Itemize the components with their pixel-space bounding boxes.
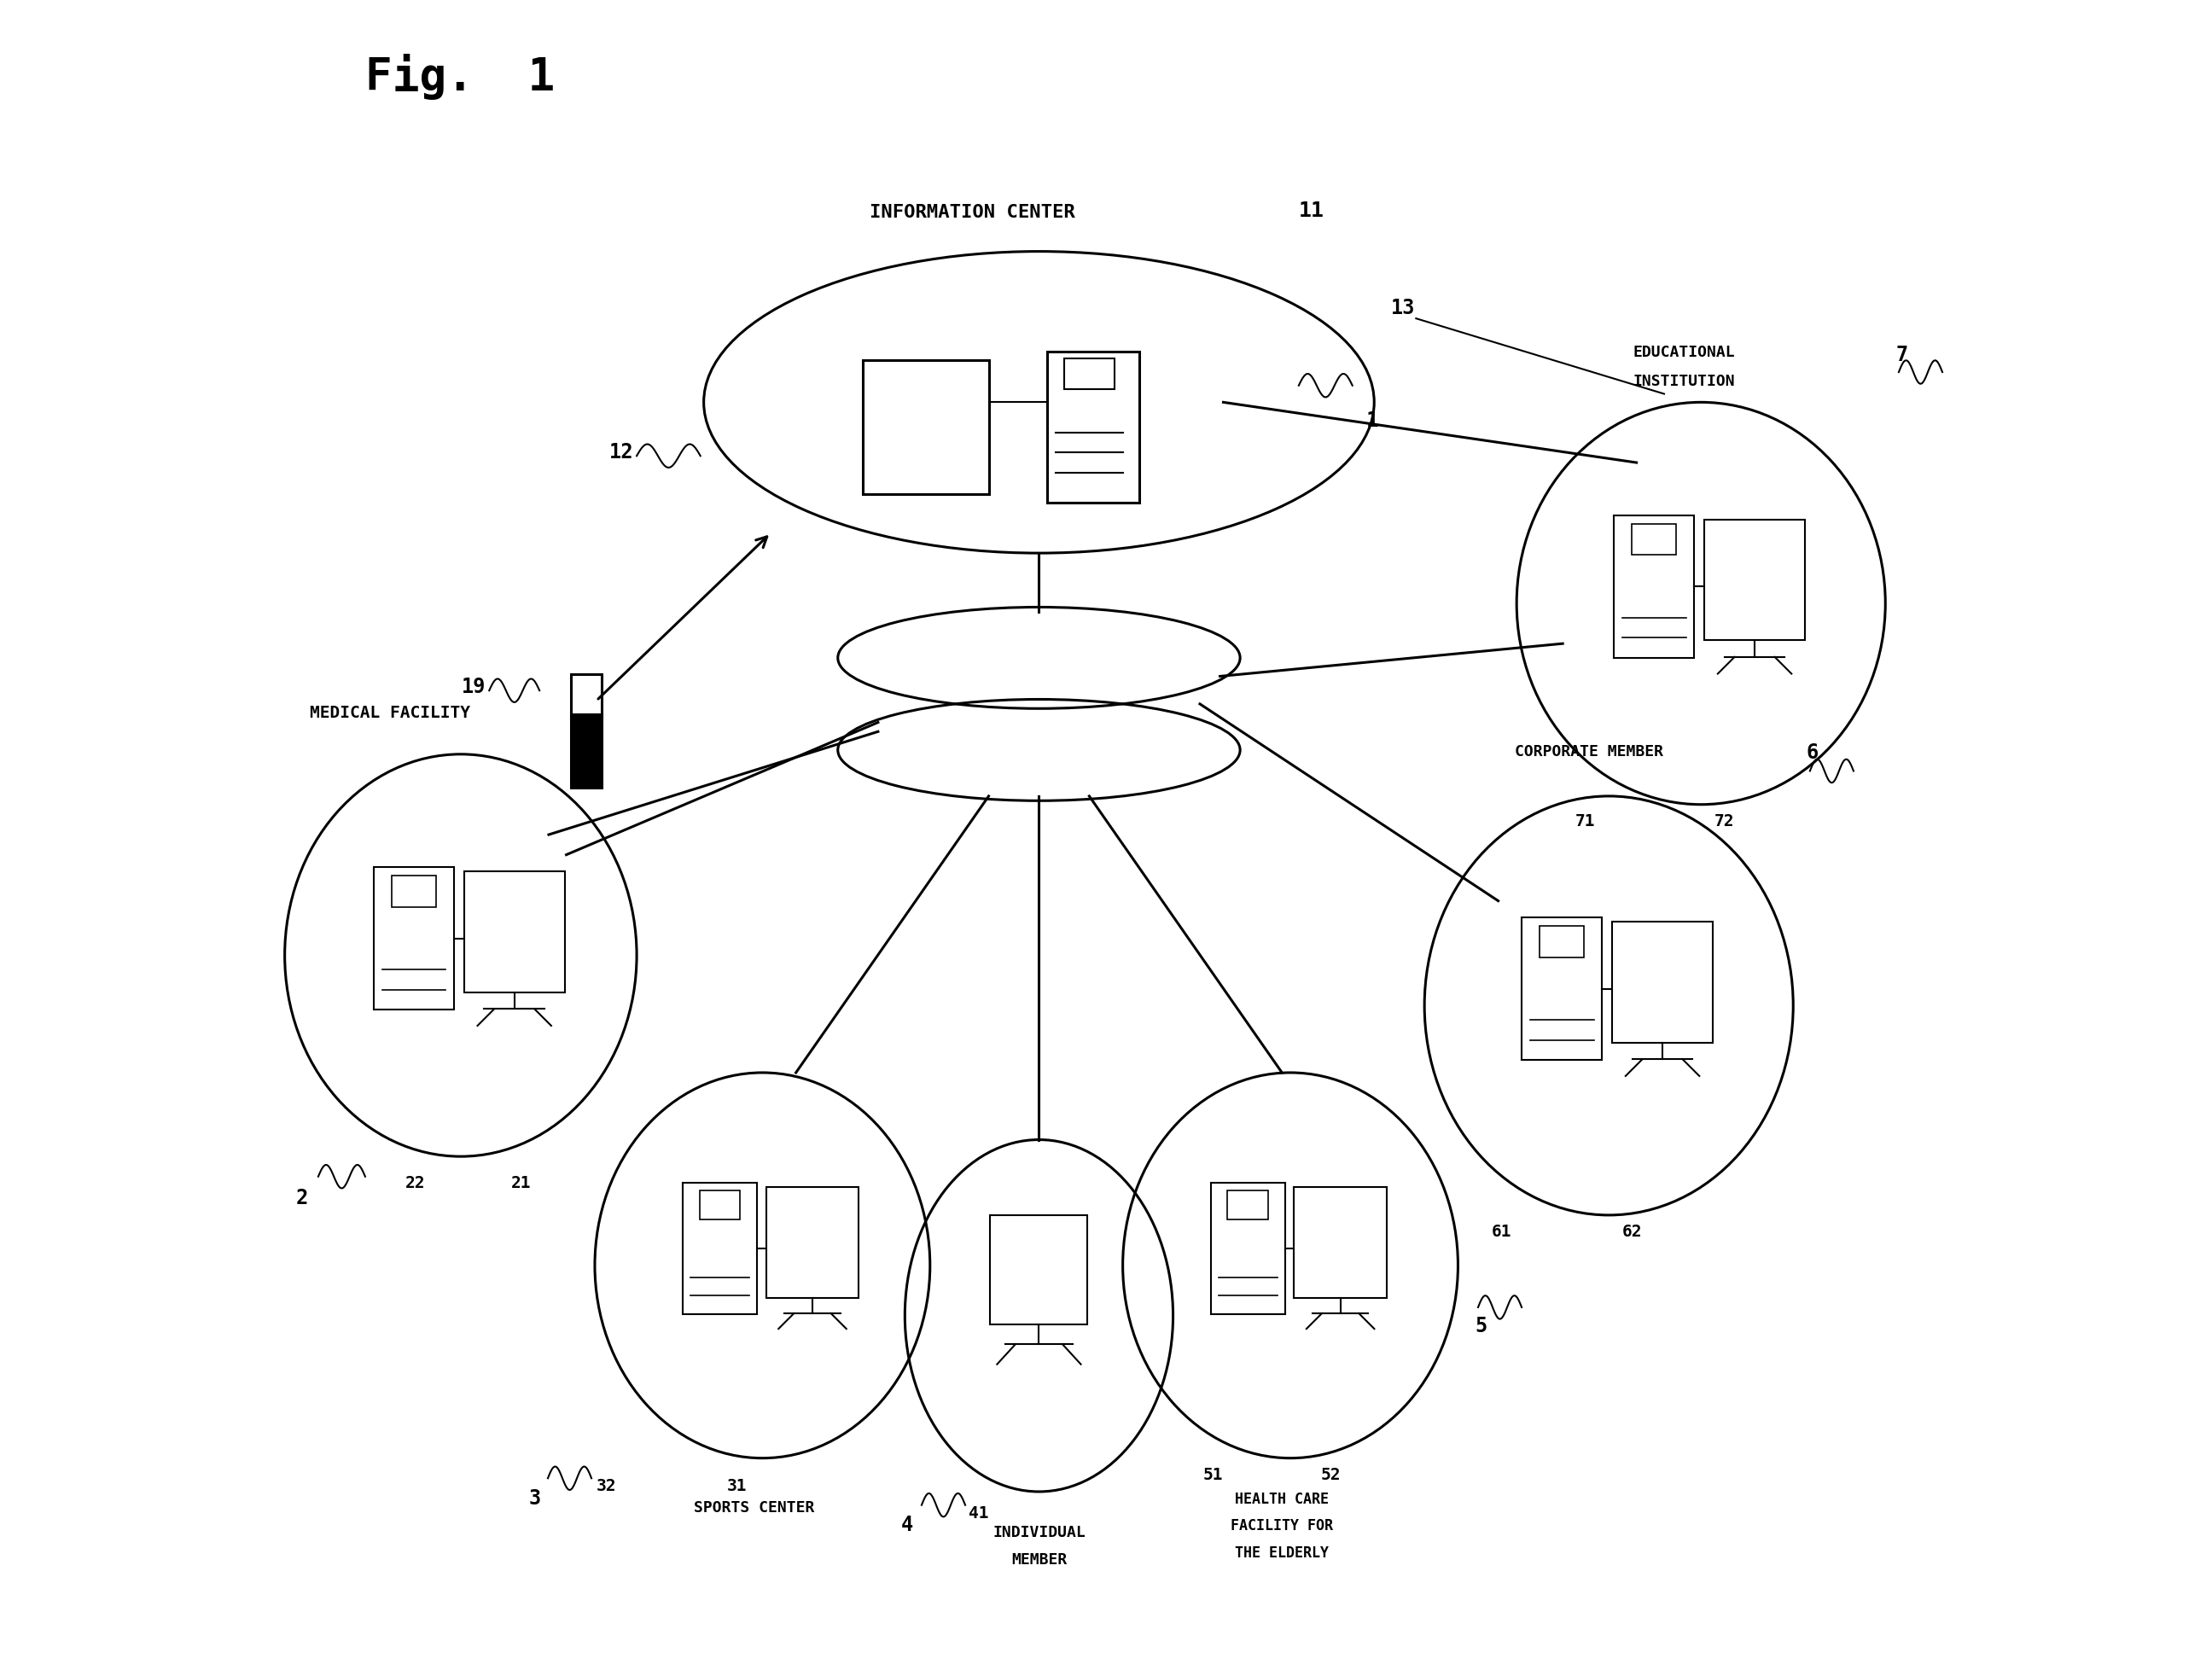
Bar: [684, 1183, 757, 1314]
Bar: [571, 674, 602, 717]
Bar: [1064, 359, 1115, 389]
Text: 6: 6: [1807, 742, 1818, 763]
Text: MEMBER: MEMBER: [1011, 1552, 1066, 1567]
Text: 21: 21: [511, 1175, 531, 1192]
Text: INSTITUTION: INSTITUTION: [1632, 374, 1734, 389]
Text: 12: 12: [608, 442, 633, 463]
Text: HEALTH CARE: HEALTH CARE: [1234, 1492, 1329, 1507]
Text: 3: 3: [529, 1488, 542, 1508]
Text: 32: 32: [597, 1478, 617, 1495]
Text: INDIVIDUAL: INDIVIDUAL: [993, 1525, 1086, 1540]
Bar: [1210, 1183, 1285, 1314]
Text: FACILITY FOR: FACILITY FOR: [1230, 1518, 1334, 1534]
Bar: [765, 1187, 858, 1297]
Text: 52: 52: [1321, 1466, 1340, 1483]
Text: 62: 62: [1621, 1223, 1641, 1240]
Bar: [1540, 925, 1584, 957]
Text: 5: 5: [1475, 1316, 1486, 1336]
Text: 11: 11: [1298, 201, 1325, 221]
Bar: [1522, 918, 1601, 1061]
Text: INFORMATION CENTER: INFORMATION CENTER: [869, 204, 1075, 221]
Text: MEDICAL FACILITY: MEDICAL FACILITY: [310, 704, 471, 721]
Text: 1: 1: [1365, 411, 1378, 431]
Text: 72: 72: [1714, 813, 1734, 830]
Bar: [392, 875, 436, 907]
Bar: [1294, 1187, 1387, 1297]
Text: 4: 4: [900, 1515, 914, 1535]
Text: 41: 41: [969, 1505, 989, 1522]
Text: Fig.  1: Fig. 1: [365, 54, 555, 99]
Bar: [465, 872, 564, 992]
Bar: [571, 714, 602, 788]
Bar: [1613, 922, 1712, 1042]
Bar: [1615, 516, 1694, 657]
Text: 22: 22: [405, 1175, 425, 1192]
Text: EDUCATIONAL: EDUCATIONAL: [1632, 345, 1734, 360]
Text: CORPORATE MEMBER: CORPORATE MEMBER: [1515, 744, 1663, 759]
Bar: [374, 868, 453, 1009]
Bar: [863, 360, 989, 494]
Bar: [1046, 352, 1139, 503]
Text: 61: 61: [1491, 1223, 1511, 1240]
Text: 13: 13: [1391, 298, 1416, 318]
Bar: [1228, 1190, 1267, 1220]
Text: THE ELDERLY: THE ELDERLY: [1234, 1545, 1329, 1560]
Text: 31: 31: [728, 1478, 748, 1495]
Text: 71: 71: [1575, 813, 1595, 830]
Text: SPORTS CENTER: SPORTS CENTER: [695, 1500, 814, 1515]
Text: 2: 2: [296, 1188, 307, 1208]
Bar: [1632, 525, 1677, 555]
Text: 51: 51: [1203, 1466, 1223, 1483]
Text: 19: 19: [462, 677, 487, 697]
Bar: [699, 1190, 741, 1220]
Bar: [1705, 520, 1805, 640]
Text: 7: 7: [1896, 345, 1907, 365]
Bar: [991, 1215, 1088, 1324]
